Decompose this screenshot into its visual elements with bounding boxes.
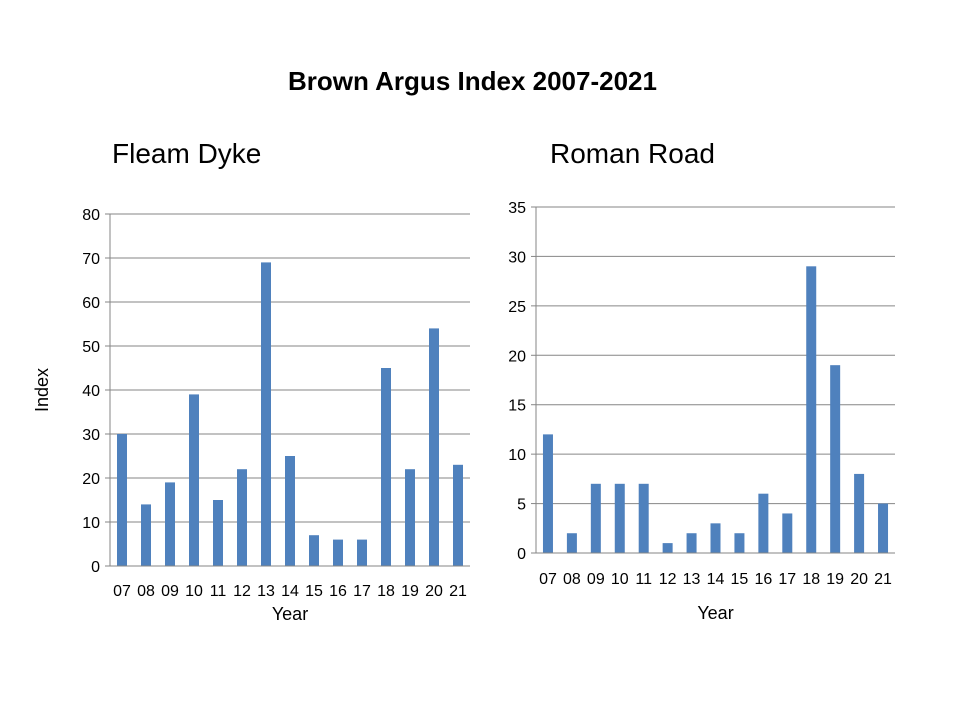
fleam-dyke-x-tick-label: 13: [257, 583, 275, 600]
roman-road-bar: [566, 533, 577, 553]
roman-road-x-tick-label: 10: [611, 571, 629, 588]
fleam-dyke-x-tick-label: 20: [425, 583, 443, 600]
fleam-dyke-y-tick-label: 30: [82, 427, 100, 444]
roman-road-x-tick-label: 08: [563, 571, 581, 588]
fleam-dyke-bar: [189, 394, 199, 566]
roman-road-bar: [782, 513, 793, 553]
fleam-dyke-y-axis-title: Index: [32, 368, 52, 412]
fleam-dyke-y-tick-label: 10: [82, 515, 100, 532]
fleam-dyke-bar: [381, 368, 391, 566]
fleam-dyke-x-tick-label: 19: [401, 583, 419, 600]
roman-road-x-tick-label: 13: [683, 571, 701, 588]
roman-road-bar: [710, 523, 721, 553]
roman-road-bar: [542, 434, 553, 553]
roman-road-x-tick-label: 09: [587, 571, 605, 588]
fleam-dyke-bar: [285, 456, 295, 566]
fleam-dyke-bar: [261, 262, 271, 566]
roman-road-x-tick-label: 18: [802, 571, 820, 588]
fleam-dyke-x-tick-label: 08: [137, 583, 155, 600]
fleam-dyke-y-tick-label: 80: [82, 207, 100, 224]
roman-road-title: Roman Road: [550, 138, 715, 169]
roman-road-bar: [614, 483, 625, 553]
roman-road-bar: [878, 503, 889, 553]
fleam-dyke-y-tick-label: 70: [82, 251, 100, 268]
fleam-dyke-x-tick-label: 21: [449, 583, 467, 600]
roman-road-x-tick-label: 17: [778, 571, 796, 588]
roman-road-y-tick-label: 0: [517, 546, 526, 563]
roman-road-bar: [830, 365, 841, 553]
roman-road-x-tick-label: 15: [731, 571, 749, 588]
fleam-dyke-bar: [237, 469, 247, 566]
roman-road-y-tick-label: 5: [517, 497, 526, 514]
fleam-dyke-x-tick-label: 09: [161, 583, 179, 600]
fleam-dyke-y-tick-label: 20: [82, 471, 100, 488]
roman-road-y-tick-label: 20: [508, 348, 526, 365]
fleam-dyke-bar: [357, 539, 367, 566]
roman-road-x-tick-label: 16: [754, 571, 772, 588]
fleam-dyke-bar: [405, 469, 415, 566]
fleam-dyke-bar: [453, 464, 463, 566]
roman-road-bar: [806, 266, 817, 553]
roman-road-bar: [854, 473, 865, 553]
roman-road-x-tick-label: 07: [539, 571, 557, 588]
fleam-dyke-x-tick-label: 12: [233, 583, 251, 600]
fleam-dyke-bar: [429, 328, 439, 566]
fleam-dyke-y-tick-label: 50: [82, 339, 100, 356]
roman-road-bar: [686, 533, 697, 553]
roman-road-y-tick-label: 10: [508, 447, 526, 464]
roman-road-bar: [758, 493, 769, 553]
roman-road-y-tick-label: 25: [508, 299, 526, 316]
roman-road-y-tick-label: 30: [508, 249, 526, 266]
main-title: Brown Argus Index 2007-2021: [288, 66, 657, 96]
roman-road-bar: [590, 483, 601, 553]
roman-road-x-tick-label: 14: [707, 571, 725, 588]
roman-road-x-tick-label: 19: [826, 571, 844, 588]
fleam-dyke-x-tick-label: 18: [377, 583, 395, 600]
roman-road-bar: [734, 533, 745, 553]
fleam-dyke-bar: [165, 482, 175, 566]
fleam-dyke-x-tick-label: 16: [329, 583, 347, 600]
fleam-dyke-title: Fleam Dyke: [112, 138, 262, 169]
roman-road-x-axis-title: Year: [697, 603, 733, 623]
fleam-dyke-x-tick-label: 07: [113, 583, 131, 600]
fleam-dyke-x-axis-title: Year: [272, 604, 308, 624]
roman-road-bar: [662, 543, 673, 553]
fleam-dyke-x-tick-label: 17: [353, 583, 371, 600]
fleam-dyke-x-tick-label: 10: [185, 583, 203, 600]
roman-road-bar: [638, 483, 649, 553]
roman-road-y-tick-label: 15: [508, 398, 526, 415]
fleam-dyke-bar: [213, 500, 223, 566]
roman-road-x-tick-label: 12: [659, 571, 677, 588]
fleam-dyke-y-tick-label: 60: [82, 295, 100, 312]
fleam-dyke-y-tick-label: 0: [91, 559, 100, 576]
fleam-dyke-bar: [309, 535, 319, 566]
fleam-dyke-x-tick-label: 11: [210, 583, 227, 600]
roman-road-x-tick-label: 20: [850, 571, 868, 588]
fleam-dyke-x-tick-label: 15: [305, 583, 323, 600]
roman-road-x-tick-label: 11: [635, 571, 652, 588]
fleam-dyke-bar: [141, 504, 151, 566]
roman-road-y-tick-label: 35: [508, 200, 526, 217]
fleam-dyke-x-tick-label: 14: [281, 583, 299, 600]
fleam-dyke-bar: [117, 434, 127, 566]
fleam-dyke-bar: [333, 539, 343, 566]
fleam-dyke-y-tick-label: 40: [82, 383, 100, 400]
roman-road-x-tick-label: 21: [874, 571, 892, 588]
